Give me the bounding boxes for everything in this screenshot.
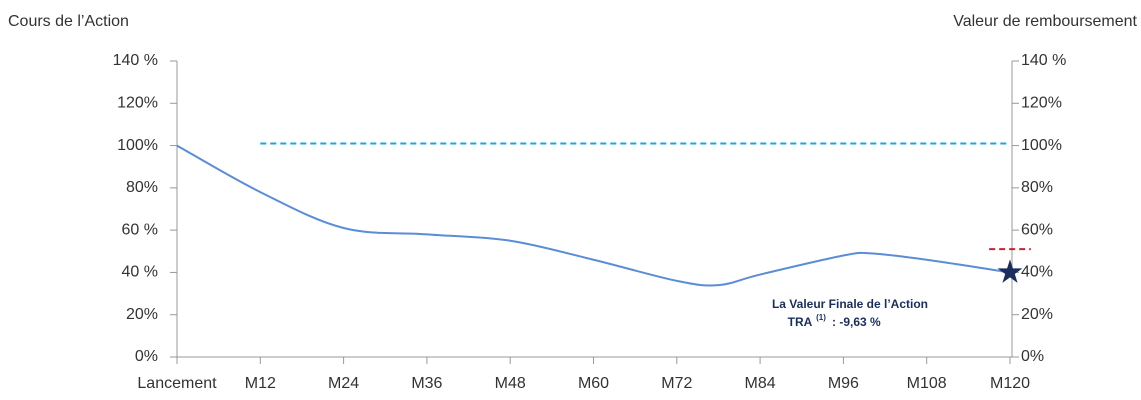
y-tick-label: 60 % (122, 221, 158, 238)
y-tick-label: 80% (126, 179, 158, 196)
x-tick-label: Lancement (137, 375, 217, 392)
x-tick-label: M48 (495, 375, 526, 392)
y2-tick-label: 0% (1021, 348, 1044, 365)
y-tick-label: 20% (126, 306, 158, 323)
annotation-sup: (1) (816, 313, 826, 322)
y-tick-label: 140 % (113, 52, 158, 69)
x-tick-label: M36 (411, 375, 442, 392)
y2-tick-label: 60% (1021, 221, 1053, 238)
line (176, 144, 1011, 287)
y-tick-label: 100% (117, 137, 158, 154)
x-tick-label: M60 (578, 375, 609, 392)
star-marker (997, 259, 1023, 283)
annotation: : -9,63 % (832, 315, 881, 329)
y-tick-label: 40 % (122, 264, 158, 281)
x-tick-label: M96 (828, 375, 859, 392)
x-tick-label: M120 (990, 375, 1030, 392)
annotation: TRA (788, 315, 813, 329)
y2-tick-label: 100% (1021, 137, 1062, 154)
y-tick-label: 120% (117, 95, 158, 112)
x-tick-label: M12 (245, 375, 276, 392)
y-tick-label: 0% (135, 348, 158, 365)
x-tick-label: M72 (661, 375, 692, 392)
x-tick-label: M84 (745, 375, 776, 392)
y2-tick-label: 20% (1021, 306, 1053, 323)
x-tick-label: M108 (907, 375, 947, 392)
y2-tick-label: 40% (1021, 264, 1053, 281)
annotation: La Valeur Finale de l’Action (772, 297, 928, 311)
y2-axis-title: Valeur de remboursement (953, 13, 1137, 30)
y2-tick-label: 120% (1021, 95, 1062, 112)
y-axis-title: Cours de l’Action (8, 13, 129, 30)
y2-tick-label: 140 % (1021, 52, 1066, 69)
x-tick-label: M24 (328, 375, 359, 392)
y2-tick-label: 80% (1021, 179, 1053, 196)
